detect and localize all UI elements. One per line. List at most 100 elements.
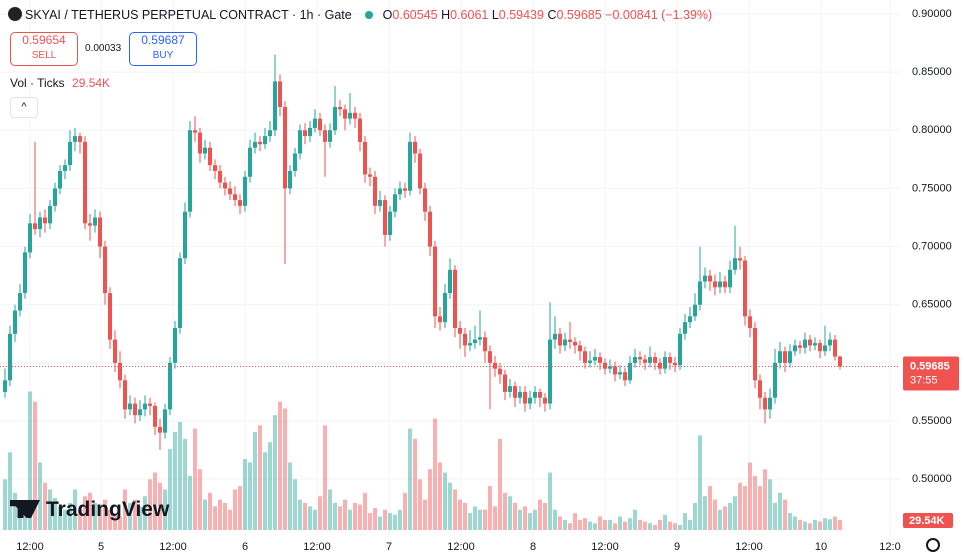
candle-body xyxy=(593,357,597,361)
x-tick-label: 5 xyxy=(98,541,104,553)
candle-body xyxy=(793,345,797,352)
volume-bar xyxy=(718,509,722,530)
volume-bar xyxy=(798,519,802,530)
volume-bar xyxy=(828,519,832,530)
candle-body xyxy=(828,339,832,346)
candle-body xyxy=(118,362,122,381)
volume-value: 29.54K xyxy=(72,76,111,90)
symbol-title[interactable]: SKYAI / TETHERUS PERPETUAL CONTRACT · 1h… xyxy=(25,8,352,22)
volume-bar xyxy=(8,452,12,530)
candle-body xyxy=(188,130,192,212)
candle-body xyxy=(143,403,147,410)
candle-body xyxy=(348,112,352,119)
volume-bar xyxy=(248,462,252,530)
candle-body xyxy=(703,275,707,282)
candle-body xyxy=(398,188,402,195)
volume-bar xyxy=(738,482,742,530)
candle-body xyxy=(673,362,677,366)
sell-button[interactable]: 0.59654 SELL xyxy=(10,32,78,66)
volume-bar xyxy=(323,425,327,530)
volume-bar xyxy=(63,509,67,530)
candle-body xyxy=(693,304,697,317)
candle-body xyxy=(293,153,297,171)
h-value: 0.6061 xyxy=(450,8,489,22)
candle-body xyxy=(798,345,802,348)
volume-bar xyxy=(438,462,442,530)
candle-body xyxy=(713,281,717,288)
candle-body xyxy=(213,165,217,171)
candle-body xyxy=(578,345,582,352)
sell-label: SELL xyxy=(31,50,57,61)
candle-body xyxy=(18,293,22,311)
volume-bar xyxy=(3,479,7,530)
volume-bar xyxy=(833,516,837,530)
candle-body xyxy=(648,357,652,363)
collapse-button[interactable]: ^ xyxy=(10,97,38,118)
volume-bar xyxy=(228,509,232,530)
candle-body xyxy=(413,141,417,154)
volume-bar xyxy=(68,502,72,530)
candle-body xyxy=(173,327,177,363)
volume-bar xyxy=(38,462,42,530)
volume-bar xyxy=(708,486,712,530)
candle-body xyxy=(458,327,462,334)
candle-body xyxy=(803,339,807,348)
candle-body xyxy=(573,341,577,346)
countdown: 37:55 xyxy=(910,374,938,386)
buy-button[interactable]: 0.59687 BUY xyxy=(129,32,197,66)
candle-body xyxy=(133,403,137,416)
volume-bar xyxy=(158,482,162,530)
candle-body xyxy=(638,357,642,360)
candle-body xyxy=(498,368,502,375)
candle-body xyxy=(218,170,222,183)
settings-icon[interactable] xyxy=(926,538,940,552)
volume-bar xyxy=(298,499,302,530)
volume-bar xyxy=(358,504,362,530)
volume-bar xyxy=(793,516,797,530)
candle-body xyxy=(298,130,302,154)
volume-bar xyxy=(558,516,562,530)
candle-body xyxy=(543,397,547,404)
volume-bar xyxy=(288,462,292,530)
axes: 0.500000.550000.600000.650000.700000.750… xyxy=(0,8,959,553)
volume-bar xyxy=(503,492,507,530)
candle-body xyxy=(243,176,247,206)
candle-body xyxy=(163,409,167,433)
volume-bar xyxy=(473,506,477,530)
candle-body xyxy=(253,141,257,148)
candle-body xyxy=(78,136,82,142)
volume-bar xyxy=(678,524,682,530)
candle-body xyxy=(763,397,767,410)
candle-body xyxy=(728,269,732,288)
candle-body xyxy=(313,118,317,128)
volume-bar xyxy=(773,502,777,530)
volume-bar xyxy=(378,516,382,530)
volume-bar xyxy=(803,521,807,530)
volume-bar xyxy=(508,496,512,530)
volume-bar xyxy=(613,523,617,530)
volume-bar xyxy=(758,486,762,530)
candle-body xyxy=(388,211,392,235)
volume-bar xyxy=(93,502,97,530)
candle-body xyxy=(773,362,777,398)
volume-bar xyxy=(398,509,402,530)
candle-body xyxy=(123,380,127,410)
candle-body xyxy=(513,386,517,398)
volume-bar xyxy=(343,499,347,530)
x-tick-label: 10 xyxy=(815,541,827,553)
volume-bar xyxy=(218,499,222,530)
volume-bar xyxy=(278,401,282,530)
volume-bar xyxy=(273,415,277,530)
volume-bar xyxy=(388,513,392,530)
candle-body xyxy=(393,194,397,212)
y-tick-label: 0.50000 xyxy=(912,473,952,485)
candle-body xyxy=(553,333,557,340)
candle-body xyxy=(438,316,442,323)
grid xyxy=(0,0,900,545)
x-tick-label: 6 xyxy=(242,541,248,553)
candle-body xyxy=(738,258,742,261)
volume-bar xyxy=(433,418,437,530)
candle-body xyxy=(138,409,142,416)
volume-bar xyxy=(103,499,107,530)
candle-body xyxy=(258,141,262,145)
